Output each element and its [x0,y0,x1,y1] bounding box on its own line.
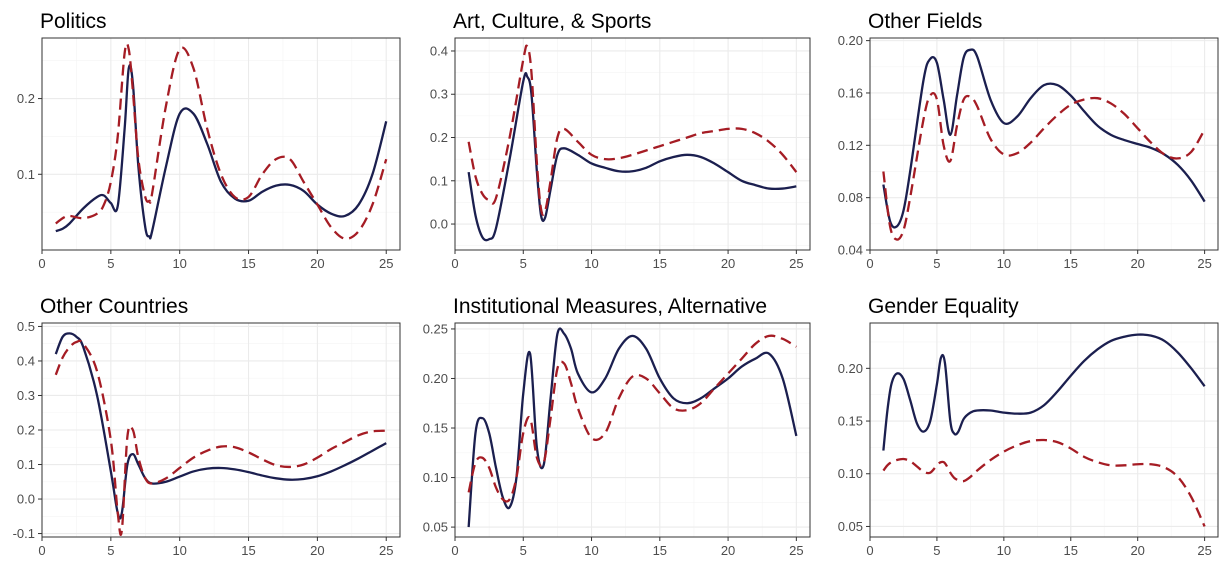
x-tick-label: 25 [379,256,393,271]
y-tick-label: 0.16 [838,85,863,100]
y-tick-label: -0.1 [13,526,35,541]
series-line-dashed [54,339,387,536]
x-tick-label: 25 [1197,543,1211,558]
x-tick-label: 20 [721,256,735,271]
series-line-solid [54,332,387,520]
panel-title: Institutional Measures, Alternative [453,295,767,318]
panel-frame [869,37,1219,251]
series-line-solid [55,64,388,240]
y-tick-label: 0.5 [17,319,35,334]
panel-frame [869,322,1219,538]
y-tick-label: 0.0 [430,217,448,232]
series-line-dashed [55,42,388,240]
x-tick-label: 10 [997,543,1011,558]
y-tick-label: 0.15 [838,414,863,429]
x-tick-label: 20 [310,543,324,558]
x-tick-label: 0 [451,543,458,558]
y-tick-label: 0.2 [430,130,448,145]
x-tick-label: 0 [451,256,458,271]
series-line-dashed [882,92,1206,241]
series-line-solid [882,48,1206,229]
y-tick-label: 0.05 [838,519,863,534]
x-tick-label: 10 [584,256,598,271]
x-tick-label: 15 [241,256,255,271]
x-tick-label: 10 [172,543,186,558]
panel-3: Other Countries 0 5 10 15 20 25 -0.1 0.0 0.1 0.2 0.… [13,295,401,558]
panel-frame [41,322,401,538]
x-tick-label: 15 [1064,543,1078,558]
series-line-solid [882,333,1206,451]
y-tick-label: 0.20 [838,33,863,48]
y-tick-label: 0.04 [838,243,863,258]
series-line-dashed [467,44,798,216]
panel-frame [41,37,401,251]
x-tick-label: 15 [653,543,667,558]
y-tick-label: 0.1 [17,167,35,182]
y-tick-label: 0.4 [430,43,448,58]
y-tick-label: 0.05 [423,520,448,535]
x-tick-label: 10 [172,256,186,271]
series-line-solid [467,72,797,242]
y-tick-label: 0.20 [838,361,863,376]
x-tick-label: 15 [241,543,255,558]
x-tick-label: 0 [38,256,45,271]
y-tick-label: 0.3 [17,388,35,403]
x-tick-label: 10 [584,543,598,558]
panel-5: Gender Equality 0 5 10 15 20 25 0.05 0.10 0.15 0.2… [838,295,1219,558]
y-tick-label: 0.0 [17,492,35,507]
y-tick-label: 0.4 [17,353,35,368]
x-tick-label: 0 [866,256,873,271]
x-tick-label: 0 [866,543,873,558]
y-tick-label: 0.25 [423,321,448,336]
panel-1: Art, Culture, & Sports 0 5 10 15 20 25 0.0 0.1 0.… [430,10,811,271]
y-tick-label: 0.20 [423,371,448,386]
series-line-dashed [467,334,797,503]
panel-0: Politics 0 5 10 15 20 25 0.1 0.2 [17,10,401,271]
y-tick-label: 0.08 [838,190,863,205]
x-tick-label: 10 [997,256,1011,271]
x-tick-label: 15 [1064,256,1078,271]
x-tick-label: 5 [933,543,940,558]
x-tick-label: 15 [653,256,667,271]
x-tick-label: 5 [107,543,114,558]
panel-title: Gender Equality [868,295,1019,318]
x-tick-label: 5 [520,256,527,271]
panel-title: Other Fields [868,10,982,33]
panel-title: Art, Culture, & Sports [453,10,651,33]
panel-title: Politics [40,10,107,33]
panel-4: Institutional Measures, Alternative 0 5 10 1… [423,295,811,558]
y-tick-label: 0.12 [838,138,863,153]
x-tick-label: 5 [107,256,114,271]
x-tick-label: 25 [789,256,803,271]
x-tick-label: 25 [379,543,393,558]
y-tick-label: 0.1 [430,173,448,188]
x-tick-label: 20 [721,543,735,558]
x-tick-label: 20 [1130,256,1144,271]
panel-2: Other Fields 0 5 10 15 20 25 0.04 0.08 0.12 0.16 0.… [838,10,1219,271]
x-tick-label: 0 [38,543,45,558]
y-tick-label: 0.3 [430,87,448,102]
series-line-dashed [882,438,1206,527]
x-tick-label: 5 [520,543,527,558]
panel-title: Other Countries [40,295,188,318]
y-tick-label: 0.2 [17,91,35,106]
y-tick-label: 0.15 [423,421,448,436]
x-tick-label: 25 [1197,256,1211,271]
y-tick-label: 0.10 [423,470,448,485]
panel-frame [454,322,811,538]
y-tick-label: 0.10 [838,466,863,481]
x-tick-label: 5 [933,256,940,271]
y-tick-label: 0.2 [17,423,35,438]
x-tick-label: 20 [1130,543,1144,558]
x-tick-label: 20 [310,256,324,271]
panel-frame [454,37,811,251]
x-tick-label: 25 [789,543,803,558]
y-tick-label: 0.1 [17,457,35,472]
